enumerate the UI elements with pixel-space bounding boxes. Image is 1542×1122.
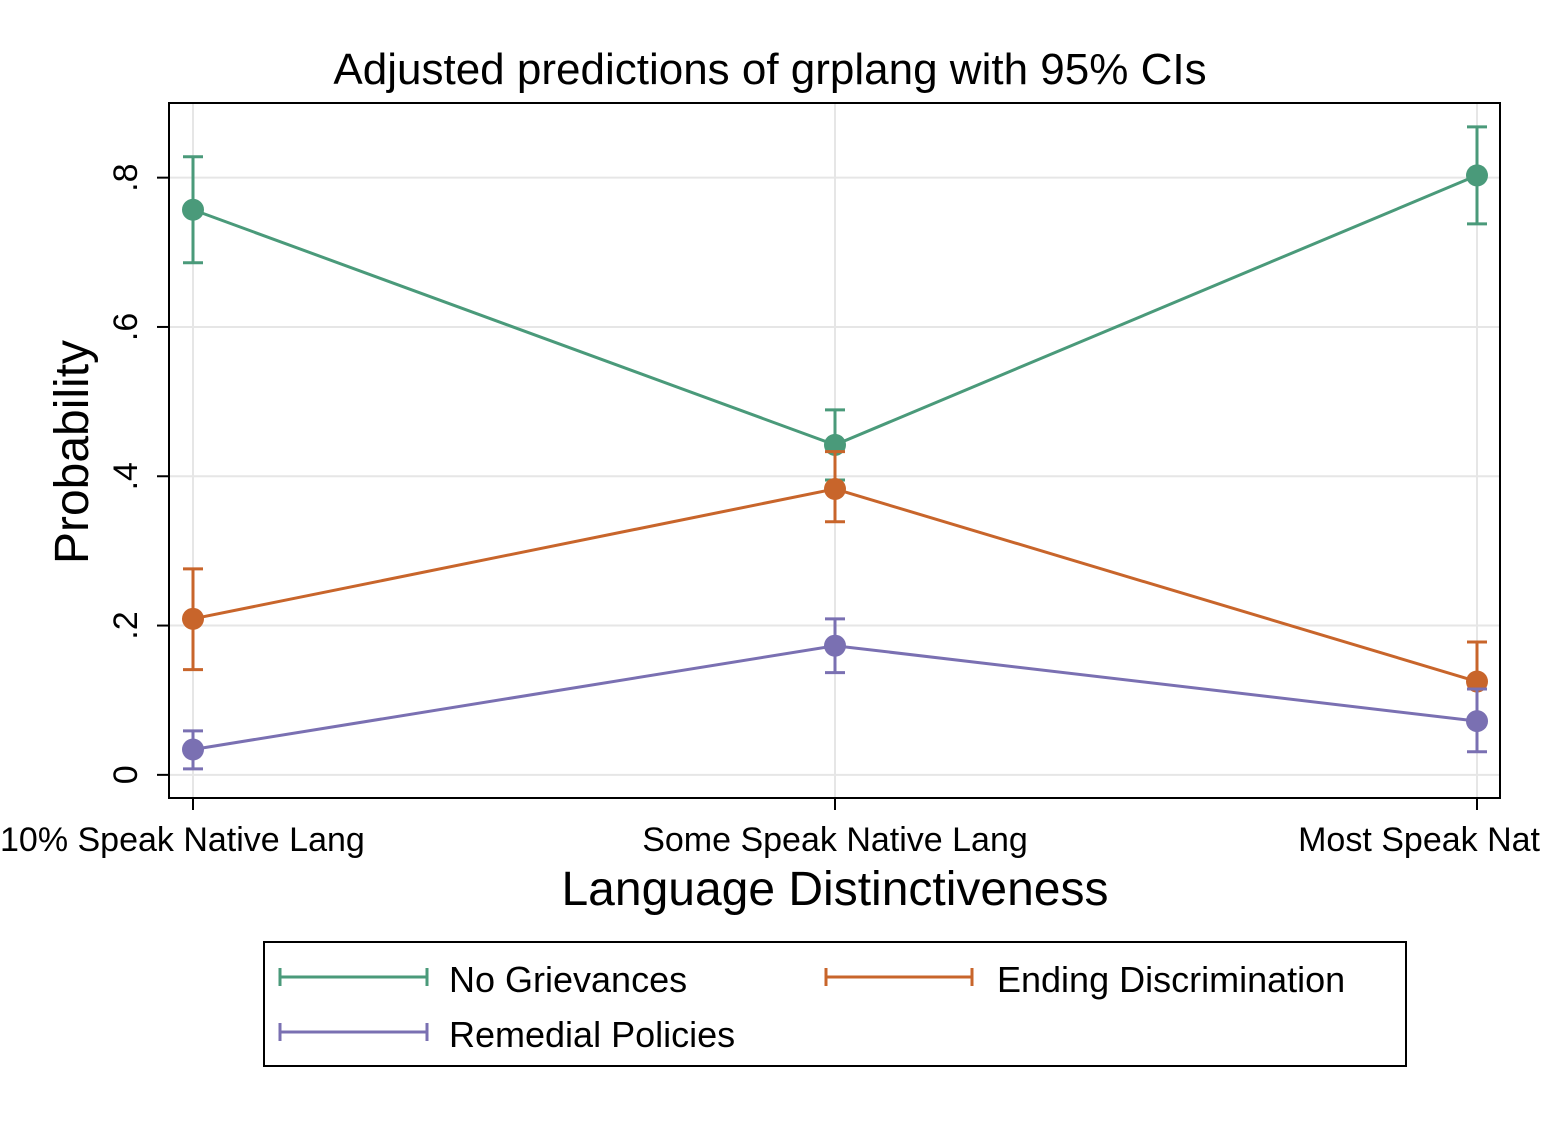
point xyxy=(824,634,846,657)
legend-label: Ending Discrimination xyxy=(997,959,1345,1000)
point xyxy=(182,607,204,630)
x-tick-label: Most Speak Nat xyxy=(1298,821,1540,859)
x-tick-label: Some Speak Native Lang xyxy=(642,821,1028,859)
y-tick-label: .6 xyxy=(107,313,145,341)
point xyxy=(824,477,846,500)
y-tick-label: 0 xyxy=(107,765,145,784)
point xyxy=(1466,710,1488,733)
y-tick-label: .4 xyxy=(107,462,145,490)
point xyxy=(182,738,204,761)
legend-box xyxy=(263,941,1407,1067)
point xyxy=(182,198,204,221)
chart-title: Adjusted predictions of grplang with 95%… xyxy=(333,45,1206,94)
x-tick-label: 10% Speak Native Lang xyxy=(0,821,365,859)
legend-label: Remedial Policies xyxy=(449,1014,735,1055)
legend-label: No Grievances xyxy=(449,959,687,1000)
y-tick-label: .2 xyxy=(107,611,145,639)
y-axis-title: Probability xyxy=(46,340,99,564)
x-axis-title: Language Distinctiveness xyxy=(561,863,1108,916)
y-tick-label: .8 xyxy=(107,163,145,191)
plot-frame xyxy=(168,102,1501,799)
point xyxy=(1466,164,1488,187)
point xyxy=(1466,670,1488,693)
